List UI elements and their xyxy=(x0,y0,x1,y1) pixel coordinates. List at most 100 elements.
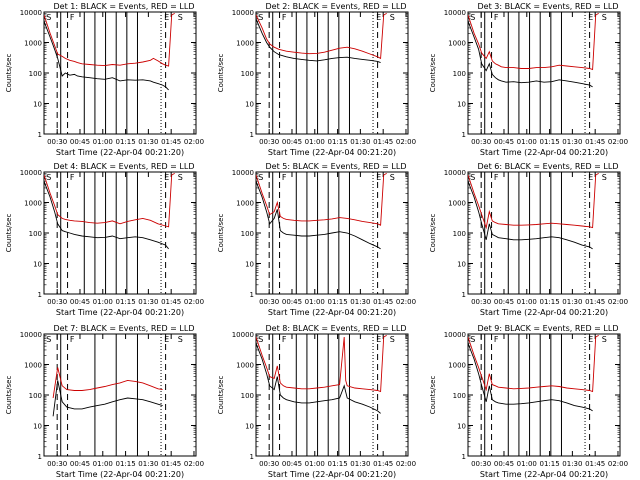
y-tick-label: 10000 xyxy=(20,331,42,339)
y-tick-label: 10 xyxy=(33,423,42,431)
series-line-events xyxy=(256,343,381,414)
y-tick-label: 10000 xyxy=(232,169,254,177)
y-tick-label: 1000 xyxy=(24,362,42,370)
plot-area xyxy=(256,172,387,294)
x-tick-label: 01:45 xyxy=(161,298,181,306)
x-tick-label: 00:30 xyxy=(259,138,279,146)
x-tick-label: 00:30 xyxy=(471,138,491,146)
x-tick-label: 01:30 xyxy=(350,298,370,306)
y-axis-label: Counts/sec xyxy=(217,54,225,93)
series-line-events xyxy=(44,181,169,250)
x-tick-label: 01:15 xyxy=(539,298,559,306)
series-line-lld xyxy=(256,335,387,393)
x-tick-label: 02:00 xyxy=(608,460,628,468)
y-tick-label: 1000 xyxy=(448,362,466,370)
y-tick-label: 1000 xyxy=(236,362,254,370)
y-axis-label: Counts/sec xyxy=(5,54,13,93)
x-tick-label: 01:30 xyxy=(138,138,158,146)
x-tick-label: 01:15 xyxy=(327,298,347,306)
flag-label: F xyxy=(70,335,75,344)
y-tick-label: 10 xyxy=(457,423,466,431)
x-tick-label: 00:45 xyxy=(282,298,302,306)
x-tick-label: 01:30 xyxy=(138,298,158,306)
flag-label: F xyxy=(282,13,287,22)
flag-label: S xyxy=(46,335,51,344)
x-tick-label: 01:45 xyxy=(373,298,393,306)
y-tick-label: 100 xyxy=(241,230,254,238)
series-line-events xyxy=(52,380,163,417)
x-axis-label: Start Time (22-Apr-04 00:21:20) xyxy=(56,470,184,479)
y-axis-label: Counts/sec xyxy=(5,214,13,253)
x-tick-label: 00:30 xyxy=(47,138,67,146)
x-tick-label: 02:00 xyxy=(184,460,204,468)
x-tick-label: 01:00 xyxy=(93,298,113,306)
x-tick-label: 00:45 xyxy=(282,138,302,146)
y-tick-label: 1000 xyxy=(236,200,254,208)
y-tick-label: 10000 xyxy=(20,169,42,177)
x-tick-label: 00:45 xyxy=(70,460,90,468)
chart-title: Det 2: BLACK = Events, RED = LLD xyxy=(266,2,407,11)
series-line-lld xyxy=(44,173,175,228)
chart-title: Det 5: BLACK = Events, RED = LLD xyxy=(266,162,407,171)
x-tick-label: 00:30 xyxy=(47,298,67,306)
y-tick-label: 10 xyxy=(457,101,466,109)
y-axis-label: Counts/sec xyxy=(5,376,13,415)
flag-label: S xyxy=(390,335,395,344)
plot-area xyxy=(468,172,599,294)
y-tick-label: 10 xyxy=(245,261,254,269)
x-tick-label: 01:45 xyxy=(373,460,393,468)
flag-label: F xyxy=(494,173,499,182)
y-tick-label: 100 xyxy=(29,70,42,78)
x-tick-label: 02:00 xyxy=(396,298,416,306)
flag-label: S xyxy=(258,173,263,182)
x-tick-label: 01:30 xyxy=(562,138,582,146)
x-axis-label: Start Time (22-Apr-04 00:21:20) xyxy=(268,308,396,317)
x-tick-label: 01:15 xyxy=(539,460,559,468)
flag-label: S xyxy=(178,13,183,22)
x-tick-label: 01:00 xyxy=(517,298,537,306)
x-axis-label: Start Time (22-Apr-04 00:21:20) xyxy=(480,308,608,317)
x-tick-label: 01:00 xyxy=(93,138,113,146)
y-tick-label: 10000 xyxy=(444,331,466,339)
plot-frame xyxy=(467,171,621,295)
y-tick-label: 100 xyxy=(453,392,466,400)
y-tick-label: 10000 xyxy=(232,331,254,339)
y-tick-label: 100 xyxy=(453,230,466,238)
plot-area xyxy=(256,334,387,456)
x-axis-label: Start Time (22-Apr-04 00:21:20) xyxy=(480,470,608,479)
x-tick-label: 00:30 xyxy=(471,298,491,306)
plot-frame xyxy=(255,11,409,135)
chart-panel-det-3: Det 3: BLACK = Events, RED = LLD Counts/s… xyxy=(429,2,628,157)
x-tick-label: 00:45 xyxy=(282,460,302,468)
flag-label: S xyxy=(602,13,607,22)
x-tick-label: 02:00 xyxy=(396,138,416,146)
y-tick-label: 1 xyxy=(38,453,42,461)
flag-label: F xyxy=(282,173,287,182)
x-tick-label: 01:00 xyxy=(93,460,113,468)
flag-label: E xyxy=(588,173,593,182)
chart-title: Det 6: BLACK = Events, RED = LLD xyxy=(478,162,619,171)
flag-label: E xyxy=(164,335,169,344)
flag-label: E xyxy=(164,173,169,182)
series-line-lld xyxy=(468,335,599,393)
y-tick-label: 1 xyxy=(462,131,466,139)
y-tick-label: 10 xyxy=(33,101,42,109)
flag-label: S xyxy=(602,335,607,344)
chart-title: Det 8: BLACK = Events, RED = LLD xyxy=(266,324,407,333)
x-tick-label: 01:15 xyxy=(327,138,347,146)
y-tick-label: 1000 xyxy=(24,40,42,48)
chart-panel-det-2: Det 2: BLACK = Events, RED = LLD Counts/s… xyxy=(217,2,416,157)
x-tick-label: 01:45 xyxy=(585,298,605,306)
series-line-events xyxy=(256,181,381,250)
plot-area xyxy=(44,172,175,294)
flag-label: S xyxy=(258,335,263,344)
x-tick-label: 01:15 xyxy=(115,298,135,306)
x-tick-label: 01:00 xyxy=(305,460,325,468)
x-axis-label: Start Time (22-Apr-04 00:21:20) xyxy=(268,470,396,479)
x-tick-label: 01:15 xyxy=(115,460,135,468)
y-tick-label: 10 xyxy=(33,261,42,269)
flag-label: S xyxy=(178,335,183,344)
x-tick-label: 00:30 xyxy=(471,460,491,468)
x-tick-label: 00:30 xyxy=(47,460,67,468)
flag-label: E xyxy=(164,13,169,22)
